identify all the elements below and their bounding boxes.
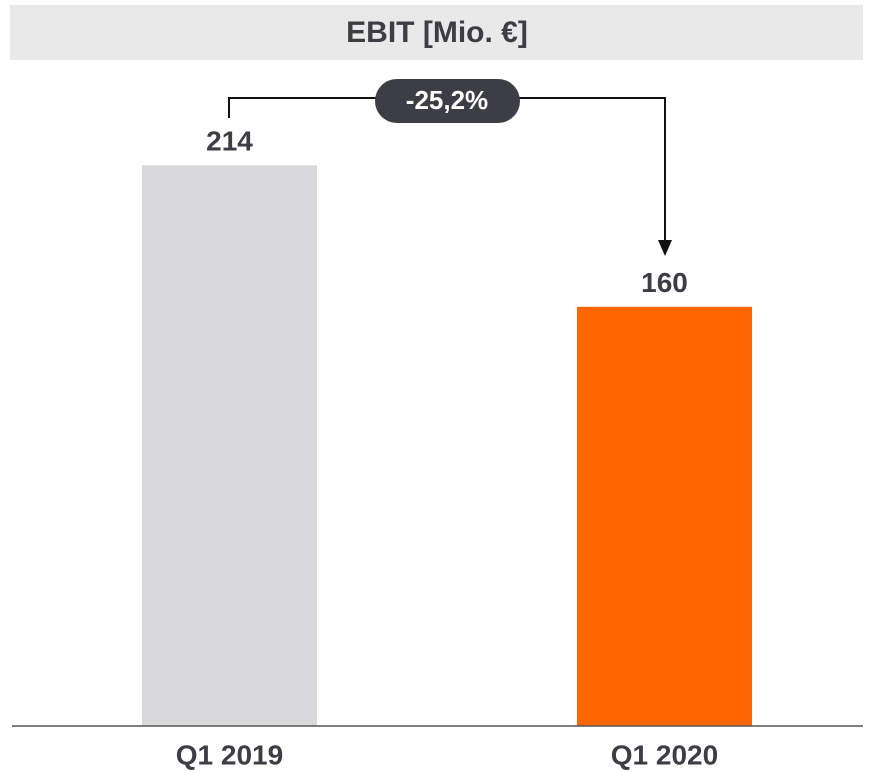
annotation-pill <box>375 79 520 123</box>
chart-title: EBIT [Mio. €] <box>346 16 528 49</box>
annotation: -25,2% <box>406 85 488 115</box>
title-banner <box>10 5 863 60</box>
x-tick-label: Q1 2019 <box>176 739 283 770</box>
arrow-head <box>658 240 672 256</box>
bar <box>142 165 317 726</box>
value-label: 214 <box>206 126 253 157</box>
bar <box>577 306 752 726</box>
x-tick-label: Q1 2020 <box>611 739 718 770</box>
value-label: 160 <box>641 267 688 298</box>
